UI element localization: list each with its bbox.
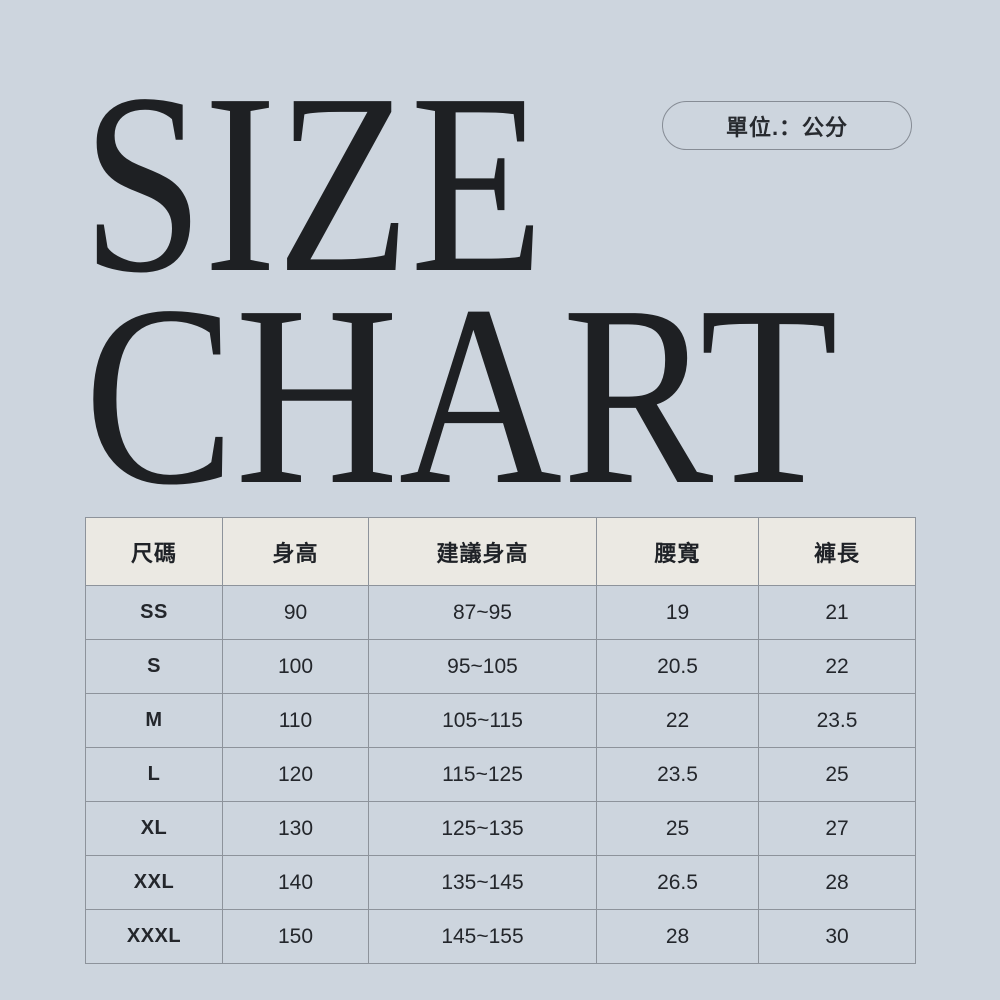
size-cell: M	[85, 693, 223, 748]
size-cell: L	[85, 747, 223, 802]
value-cell: 22	[596, 693, 759, 748]
header-size: 尺碼	[85, 517, 223, 586]
value-cell: 19	[596, 585, 759, 640]
unit-badge: 單位.：公分	[662, 101, 912, 150]
table-row: L 120 115~125 23.5 25	[85, 747, 916, 802]
value-cell: 135~145	[368, 855, 597, 910]
page-title: SIZE CHART	[82, 40, 838, 500]
size-cell: XXL	[85, 855, 223, 910]
value-cell: 100	[222, 639, 369, 694]
size-cell: XL	[85, 801, 223, 856]
table-row: XXL 140 135~145 26.5 28	[85, 855, 916, 910]
value-cell: 145~155	[368, 909, 597, 964]
unit-badge-label: 單位.：公分	[725, 114, 849, 140]
value-cell: 26.5	[596, 855, 759, 910]
value-cell: 150	[222, 909, 369, 964]
header-height: 身高	[222, 517, 369, 586]
table-row: XXXL 150 145~155 28 30	[85, 909, 916, 964]
value-cell: 23.5	[596, 747, 759, 802]
title-line-size: SIZE	[82, 40, 544, 326]
value-cell: 87~95	[368, 585, 597, 640]
title-line-chart: CHART	[84, 252, 838, 500]
value-cell: 25	[758, 747, 916, 802]
table-header-row: 尺碼 身高 建議身高 腰寬 褲長	[85, 517, 916, 586]
value-cell: 22	[758, 639, 916, 694]
value-cell: 30	[758, 909, 916, 964]
value-cell: 110	[222, 693, 369, 748]
value-cell: 95~105	[368, 639, 597, 694]
value-cell: 23.5	[758, 693, 916, 748]
value-cell: 130	[222, 801, 369, 856]
table-row: SS 90 87~95 19 21	[85, 585, 916, 640]
header-waist-width: 腰寬	[596, 517, 759, 586]
table-row: S 100 95~105 20.5 22	[85, 639, 916, 694]
value-cell: 105~115	[368, 693, 597, 748]
size-table: 尺碼 身高 建議身高 腰寬 褲長 SS 90 87~95 19 21 S 100…	[85, 517, 916, 964]
table-row: M 110 105~115 22 23.5	[85, 693, 916, 748]
value-cell: 125~135	[368, 801, 597, 856]
value-cell: 140	[222, 855, 369, 910]
size-cell: S	[85, 639, 223, 694]
value-cell: 28	[596, 909, 759, 964]
size-cell: XXXL	[85, 909, 223, 964]
value-cell: 90	[222, 585, 369, 640]
value-cell: 120	[222, 747, 369, 802]
value-cell: 21	[758, 585, 916, 640]
size-cell: SS	[85, 585, 223, 640]
value-cell: 27	[758, 801, 916, 856]
value-cell: 25	[596, 801, 759, 856]
header-pants-length: 褲長	[758, 517, 916, 586]
value-cell: 28	[758, 855, 916, 910]
header-suggested-height: 建議身高	[368, 517, 597, 586]
value-cell: 115~125	[368, 747, 597, 802]
table-row: XL 130 125~135 25 27	[85, 801, 916, 856]
value-cell: 20.5	[596, 639, 759, 694]
